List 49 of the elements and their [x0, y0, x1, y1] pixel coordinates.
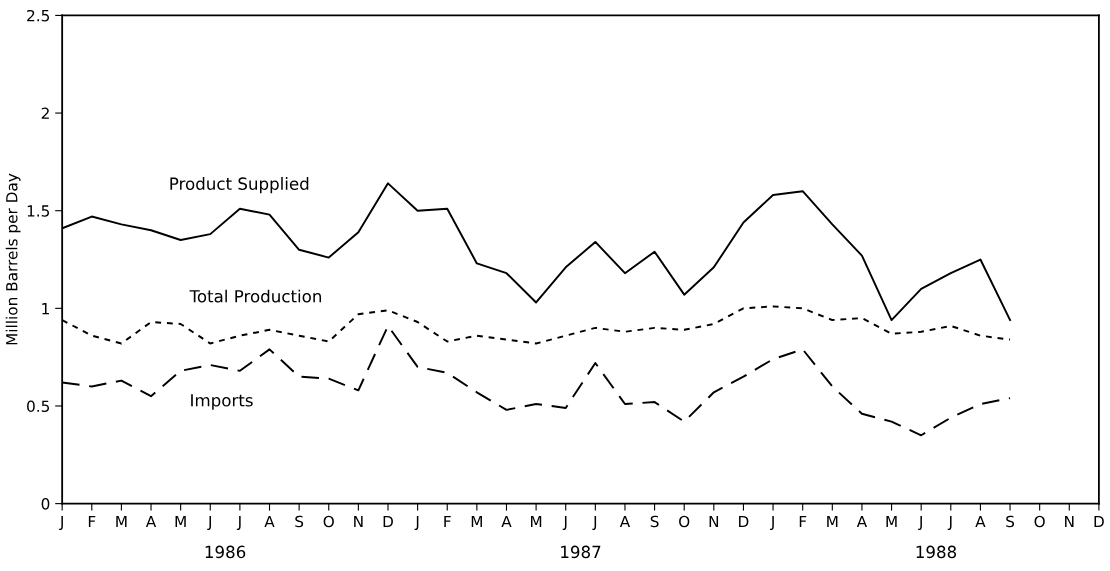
x-tick-label: D: [739, 515, 749, 528]
x-tick-label: A: [145, 515, 157, 528]
x-tick-label: S: [650, 515, 659, 528]
x-tick-label: D: [383, 515, 393, 528]
x-tick-label: A: [619, 515, 631, 528]
x-tick-label: S: [1006, 515, 1015, 528]
y-tick-label: 0.5: [27, 400, 50, 412]
y-tick-label: 1.5: [27, 205, 50, 217]
x-tick-label: O: [1034, 515, 1045, 528]
x-tick-label: M: [471, 515, 482, 528]
x-tick-label: F: [444, 515, 451, 528]
x-tick-label: J: [918, 515, 922, 531]
x-tick-label: J: [207, 515, 212, 531]
y-tick-label: 2: [41, 107, 49, 119]
y-tick-label: 1: [42, 303, 49, 315]
x-tick-label: M: [827, 515, 838, 528]
text: 1986: [205, 545, 246, 559]
x-tick-label: F: [88, 515, 96, 528]
y-axis-title: Million Barrels per Day: [5, 173, 21, 345]
x-tick-label: J: [947, 515, 952, 531]
x-tick-label: A: [856, 515, 868, 528]
series-label: Imports: [191, 394, 253, 410]
x-tick-label: J: [562, 515, 567, 531]
x-tick-label: M: [175, 515, 186, 528]
x-tick-label: F: [799, 515, 807, 528]
x-tick-label: D: [1094, 515, 1104, 528]
text: 1987: [561, 545, 601, 559]
x-tick-label: J: [414, 515, 419, 531]
x-tick-label: S: [295, 515, 304, 528]
y-tick-label: 0: [41, 498, 50, 510]
x-tick-label: J: [770, 515, 774, 531]
series-label: Product Supplied: [170, 177, 309, 194]
x-tick-label: M: [116, 515, 127, 528]
series-label: Total Production: [189, 289, 321, 303]
x-tick-label: A: [975, 515, 986, 528]
x-tick-label: N: [1065, 515, 1074, 528]
x-tick-label: M: [886, 515, 897, 528]
text: 1988: [916, 545, 957, 559]
x-tick-label: N: [354, 515, 363, 528]
x-tick-label: M: [531, 515, 542, 528]
x-tick-label: O: [323, 515, 334, 528]
x-tick-label: J: [592, 515, 597, 531]
x-tick-label: J: [236, 515, 241, 531]
y-tick-label: 2.5: [27, 9, 50, 22]
x-tick-label: A: [264, 515, 275, 528]
x-tick-label: A: [501, 515, 512, 528]
x-tick-label: O: [679, 515, 690, 528]
x-tick-label: J: [59, 515, 63, 531]
x-tick-label: N: [709, 515, 719, 528]
